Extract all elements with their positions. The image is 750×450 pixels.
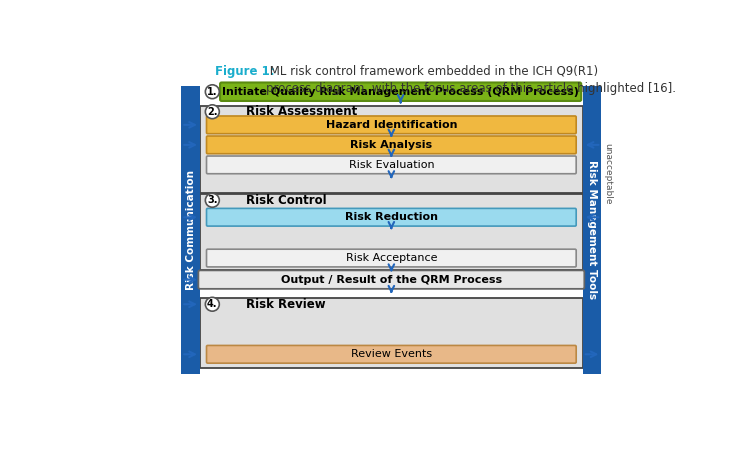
FancyBboxPatch shape xyxy=(198,270,584,289)
Text: Risk Acceptance: Risk Acceptance xyxy=(346,253,437,263)
FancyBboxPatch shape xyxy=(206,346,576,363)
Text: ML risk control framework embedded in the ICH Q9(R1)
process diagram, with the f: ML risk control framework embedded in th… xyxy=(266,65,676,95)
Text: 4.: 4. xyxy=(207,299,218,309)
Text: Risk Management Tools: Risk Management Tools xyxy=(587,160,597,300)
Circle shape xyxy=(206,105,219,119)
FancyBboxPatch shape xyxy=(206,116,576,134)
Text: 2.: 2. xyxy=(207,107,218,117)
FancyBboxPatch shape xyxy=(206,208,576,226)
Text: 3.: 3. xyxy=(207,195,218,205)
Text: Initiate Quality Risk Management Process (QRM Process): Initiate Quality Risk Management Process… xyxy=(222,87,579,97)
Text: Review Events: Review Events xyxy=(351,349,432,359)
Bar xyxy=(200,298,583,368)
Text: unacceptable: unacceptable xyxy=(603,143,612,204)
Text: Risk Analysis: Risk Analysis xyxy=(350,140,433,150)
Text: Figure 1:: Figure 1: xyxy=(215,65,275,78)
Text: Risk Reduction: Risk Reduction xyxy=(345,212,438,222)
Text: Risk Communication: Risk Communication xyxy=(186,170,196,290)
Text: 1.: 1. xyxy=(207,87,218,97)
FancyBboxPatch shape xyxy=(220,82,581,101)
Bar xyxy=(200,106,583,193)
Text: Hazard Identification: Hazard Identification xyxy=(326,120,457,130)
Bar xyxy=(200,194,583,270)
Circle shape xyxy=(206,85,219,99)
FancyBboxPatch shape xyxy=(206,249,576,267)
Bar xyxy=(583,86,602,374)
Bar xyxy=(182,86,200,374)
FancyBboxPatch shape xyxy=(206,136,576,154)
Text: Risk Evaluation: Risk Evaluation xyxy=(349,160,434,170)
Circle shape xyxy=(206,297,219,311)
Text: Risk Assessment: Risk Assessment xyxy=(247,105,358,118)
Text: Risk Control: Risk Control xyxy=(247,194,327,207)
Circle shape xyxy=(206,194,219,207)
Text: Risk Review: Risk Review xyxy=(247,298,326,311)
FancyBboxPatch shape xyxy=(206,156,576,174)
Text: Output / Result of the QRM Process: Output / Result of the QRM Process xyxy=(280,274,502,284)
